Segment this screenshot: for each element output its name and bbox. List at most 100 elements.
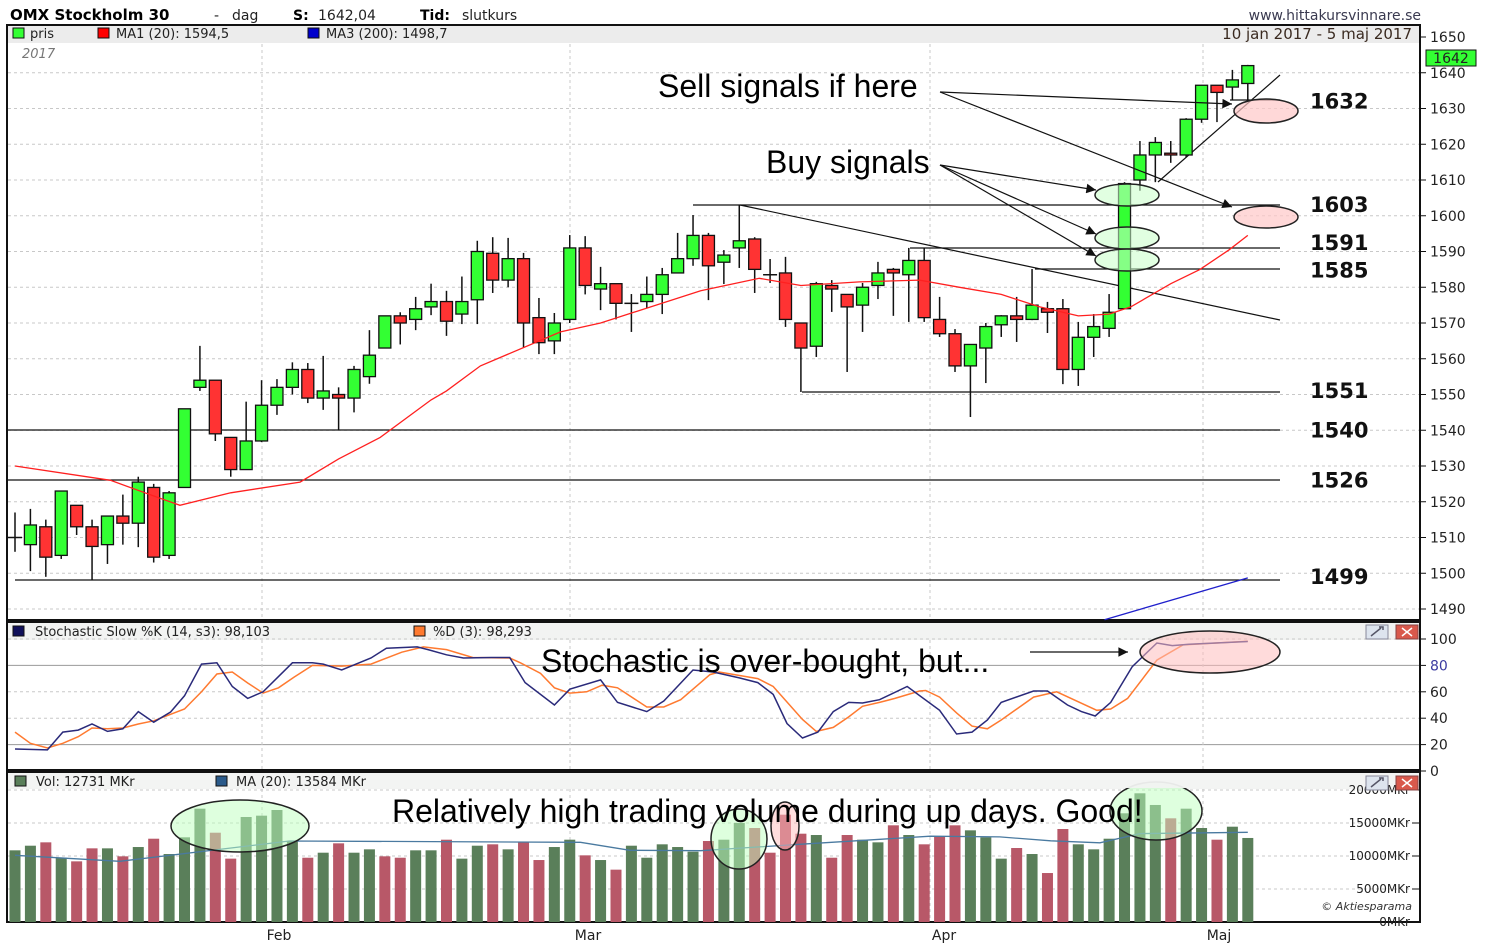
buy-signal-ellipse	[1094, 248, 1160, 272]
candle	[932, 296, 947, 337]
candle-body	[439, 300, 454, 322]
candle-body	[948, 333, 962, 367]
price-tick-label: 1500	[1430, 566, 1466, 582]
volume-bar	[702, 841, 714, 922]
price-tick-label: 1640	[1430, 66, 1466, 82]
buy-signal-ellipse	[1094, 183, 1160, 207]
volume-bar	[733, 823, 745, 922]
volume-bar	[333, 843, 345, 922]
volume-bar	[132, 847, 144, 922]
price-tick-label: 1540	[1430, 423, 1466, 439]
s-label: S:	[293, 8, 309, 24]
candle	[208, 379, 222, 441]
candle-body	[254, 404, 269, 442]
candle	[532, 297, 546, 355]
candle-body	[409, 308, 423, 321]
volume-bar	[317, 852, 329, 922]
candle	[686, 215, 700, 266]
volume-settings-button[interactable]	[1365, 775, 1389, 791]
volume-bar	[440, 839, 452, 922]
candle	[717, 250, 731, 285]
candle	[778, 256, 793, 327]
volume-bar	[841, 835, 853, 922]
candle	[963, 343, 978, 418]
candle	[8, 512, 22, 552]
candle-body	[855, 286, 870, 306]
candle-body	[532, 316, 546, 344]
candle-body	[917, 259, 931, 319]
candle-body	[331, 393, 346, 399]
candle-body	[701, 234, 716, 267]
price-tick-label: 1620	[1430, 137, 1466, 153]
candle	[486, 237, 500, 293]
candle-body	[778, 272, 793, 321]
s-value: 1642,04	[318, 8, 376, 24]
candle-body	[1071, 336, 1085, 371]
volume-bar	[518, 842, 530, 922]
year-label: 2017	[22, 47, 56, 62]
candle	[1102, 294, 1116, 337]
wrench-icon	[1370, 626, 1384, 637]
volume-bar	[456, 858, 468, 922]
site-link[interactable]: www.hittakursvinnare.se	[1249, 8, 1421, 24]
candle-body	[393, 315, 407, 324]
candle	[224, 436, 238, 477]
candle	[347, 365, 361, 413]
candle-body	[347, 368, 361, 399]
candle	[840, 293, 854, 372]
volume-bar	[1088, 849, 1100, 922]
candle-body	[162, 492, 176, 557]
overbought-ellipse	[1139, 630, 1281, 674]
volume-bar	[24, 845, 36, 922]
candle-body	[963, 343, 978, 367]
volume-bar	[810, 835, 822, 922]
sell-signal-ellipse	[1233, 98, 1299, 124]
stochastic-close-button[interactable]	[1395, 624, 1419, 640]
candle-body	[455, 300, 469, 315]
volume-bar	[1196, 828, 1208, 922]
stochastic-settings-button[interactable]	[1365, 624, 1389, 640]
candle	[378, 315, 392, 349]
volume-bar	[625, 845, 637, 922]
candle-body	[100, 515, 115, 546]
candle-body	[794, 322, 808, 349]
candle	[69, 504, 84, 535]
volume-bar	[117, 856, 129, 922]
candle-body	[1087, 325, 1101, 338]
stochastic-annotation: Stochastic is over-bought, but...	[541, 643, 989, 679]
volume-highlight-ellipse	[710, 808, 768, 870]
candle	[1225, 69, 1240, 100]
volume-bar	[949, 825, 961, 922]
candle	[331, 387, 346, 431]
candle	[748, 237, 762, 293]
arrow-icon	[939, 91, 1233, 208]
signal-ellipses	[1094, 98, 1299, 272]
candle-body	[1148, 141, 1162, 156]
candle	[917, 247, 931, 322]
candle	[1241, 64, 1255, 100]
candle-body	[131, 481, 145, 524]
candle	[994, 315, 1008, 337]
candle-body	[686, 234, 700, 260]
volume-bar	[163, 854, 175, 922]
price-tick-label: 1510	[1430, 531, 1466, 547]
volume-tick-label: 5000MKr	[1356, 882, 1410, 896]
price-tick-label: 1610	[1430, 173, 1466, 189]
candle	[501, 237, 515, 288]
price-tick-label: 1580	[1430, 280, 1466, 296]
volume-close-button[interactable]	[1395, 775, 1419, 791]
volume-bar	[687, 851, 699, 922]
candle-body	[932, 318, 947, 335]
sell-signal-ellipse	[1233, 205, 1299, 229]
candle-body	[640, 293, 654, 303]
candle	[763, 259, 778, 283]
volume-bar	[579, 855, 591, 922]
level-label-1591: 1591	[1310, 231, 1368, 255]
candle	[1194, 84, 1209, 123]
volume-bar	[394, 857, 406, 922]
price-tick-label: 1570	[1430, 316, 1466, 332]
legend-volume: Vol: 12731 MKr	[36, 775, 135, 790]
candle	[85, 519, 99, 581]
period-label: dag	[232, 8, 258, 24]
candle	[701, 232, 716, 301]
